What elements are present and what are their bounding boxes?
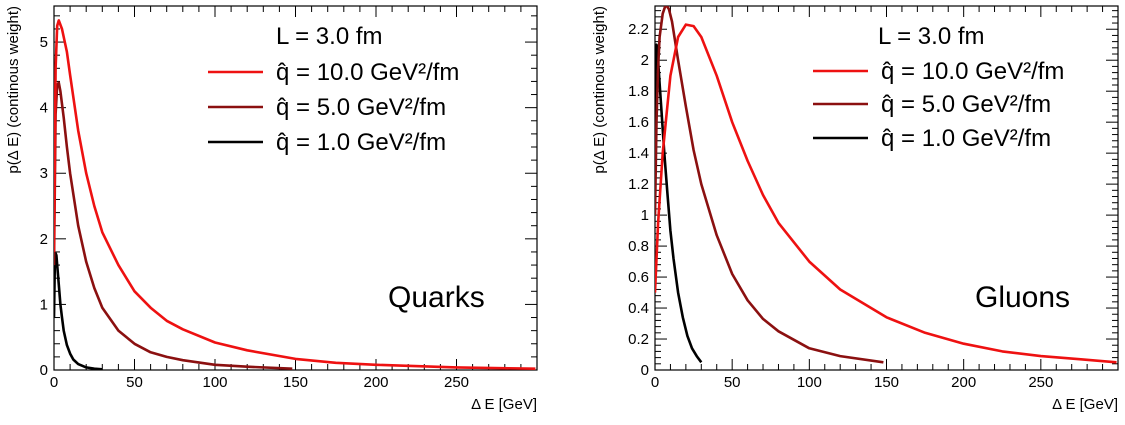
y-tick-label: 2: [641, 52, 649, 69]
legend-entry: q̂ = 10.0 GeV²/fm: [276, 59, 459, 86]
y-axis-title: p(Δ E) (continous weight): [5, 6, 22, 174]
x-tick-label: 200: [363, 374, 388, 391]
y-tick-label: 0.2: [628, 331, 649, 348]
y-tick-label: 0.4: [628, 300, 649, 317]
y-tick-label: 0.6: [628, 269, 649, 286]
legend-header: L = 3.0 fm: [276, 23, 383, 50]
legend-entry: q̂ = 5.0 GeV²/fm: [881, 91, 1051, 118]
x-tick-label: 0: [651, 374, 659, 391]
y-tick-label: 1.8: [628, 83, 649, 100]
x-tick-label: 250: [444, 374, 469, 391]
y-axis-title: p(Δ E) (continous weight): [591, 6, 608, 174]
x-tick-label: 50: [126, 374, 143, 391]
y-tick-label: 1: [40, 296, 48, 313]
y-tick-label: 1: [641, 207, 649, 224]
panel-quarks: 0 50 100 150 200 250 0 1 2 3 4 5 Δ E [GeV] p(Δ E) (co…: [5, 5, 538, 413]
x-tick-label: 100: [202, 374, 227, 391]
legend-entry: q̂ = 1.0 GeV²/fm: [881, 125, 1051, 152]
series-line: [655, 23, 1117, 364]
panel-gluons: 0 50 100 150 200 250 0 0.2 0.4 0.6 0.8 1 1.2 1.4 1.6 1.…: [591, 5, 1119, 413]
legend-entry: q̂ = 10.0 GeV²/fm: [881, 58, 1064, 85]
x-tick-label: 0: [50, 374, 58, 391]
y-tick-label: 2: [40, 231, 48, 248]
series-line: [655, 43, 703, 364]
panel-label: Gluons: [975, 281, 1070, 314]
x-tick-label: 150: [874, 374, 899, 391]
legend-entry: q̂ = 5.0 GeV²/fm: [276, 94, 446, 121]
y-tick-label: 0: [40, 362, 48, 379]
y-tick-label: 5: [40, 34, 48, 51]
x-tick-label: 250: [1028, 374, 1053, 391]
y-tick-label: 4: [40, 100, 48, 117]
y-tick-label: 1.2: [628, 176, 649, 193]
legend-entry: q̂ = 1.0 GeV²/fm: [276, 129, 446, 156]
series-line: [54, 19, 536, 370]
y-tick-label: 1.6: [628, 114, 649, 131]
y-tick-label: 3: [40, 165, 48, 182]
panel-label: Quarks: [388, 281, 485, 314]
x-axis-title: Δ E [GeV]: [1052, 396, 1118, 413]
x-tick-label: 50: [724, 374, 741, 391]
y-tick-label: 0.8: [628, 238, 649, 255]
series-line: [655, 6, 884, 364]
series-line: [54, 252, 103, 370]
legend-header: L = 3.0 fm: [878, 23, 985, 50]
y-tick-label: 2.2: [628, 21, 649, 38]
x-tick-label: 100: [797, 374, 822, 391]
x-axis-title: Δ E [GeV]: [471, 396, 537, 413]
x-tick-label: 200: [951, 374, 976, 391]
y-tick-label: 1.4: [628, 145, 649, 162]
y-tick-label: 0: [641, 362, 649, 379]
series-line: [54, 81, 293, 370]
x-tick-label: 150: [283, 374, 308, 391]
